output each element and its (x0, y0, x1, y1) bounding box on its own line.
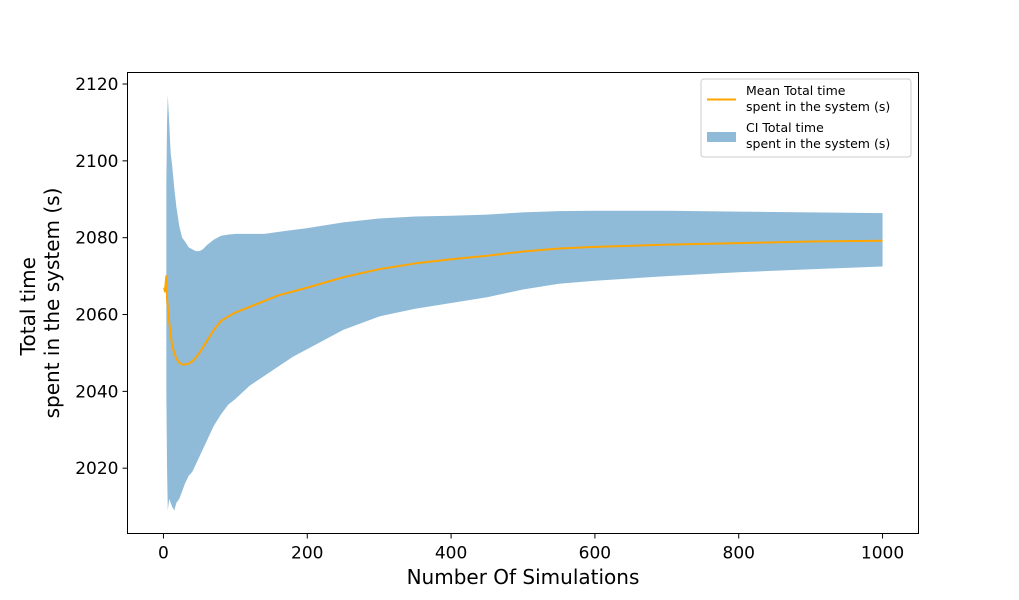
legend-frame (700, 78, 912, 158)
y-axis-label-line-1: Total time (16, 257, 40, 356)
legend-ci-label-line-1: CI Total time (746, 120, 824, 135)
legend-ci-label: CI Total time spent in the system (s) (746, 120, 890, 151)
y-tick-label: 2060 (75, 306, 118, 326)
plot-area (163, 95, 883, 511)
y-axis-label: Total time spent in the system (s) (16, 188, 64, 419)
legend-ci-label-line-2: spent in the system (s) (746, 136, 890, 151)
y-axis-label-line-2: spent in the system (s) (40, 188, 64, 419)
mean-line (163, 239, 883, 366)
axes-frame (127, 72, 919, 534)
y-tick-label: 2100 (75, 152, 118, 172)
y-tick-label: 2040 (75, 382, 118, 402)
legend: Mean Total time spent in the system (s) … (700, 78, 912, 158)
y-tick-label: 2020 (75, 459, 118, 479)
legend-ci-swatch (707, 132, 736, 142)
y-tick-label: 2080 (75, 229, 118, 249)
x-tick-label: 1000 (861, 544, 904, 564)
x-tick-label: 800 (723, 544, 755, 564)
y-tick-label: 2120 (75, 75, 118, 95)
ci-band (166, 95, 883, 511)
x-tick-label: 0 (158, 544, 169, 564)
x-tick-label: 400 (435, 544, 467, 564)
legend-mean-label-line-2: spent in the system (s) (746, 99, 890, 114)
x-tick-label: 600 (579, 544, 611, 564)
x-tick-label: 200 (291, 544, 323, 564)
ticks-group: 0 200 400 600 800 1000 2020 2040 2060 2080 2100 212… (75, 75, 904, 563)
x-axis-label: Number Of Simulations (407, 565, 640, 589)
legend-mean-label-line-1: Mean Total time (746, 83, 846, 98)
legend-mean-label: Mean Total time spent in the system (s) (746, 83, 890, 114)
